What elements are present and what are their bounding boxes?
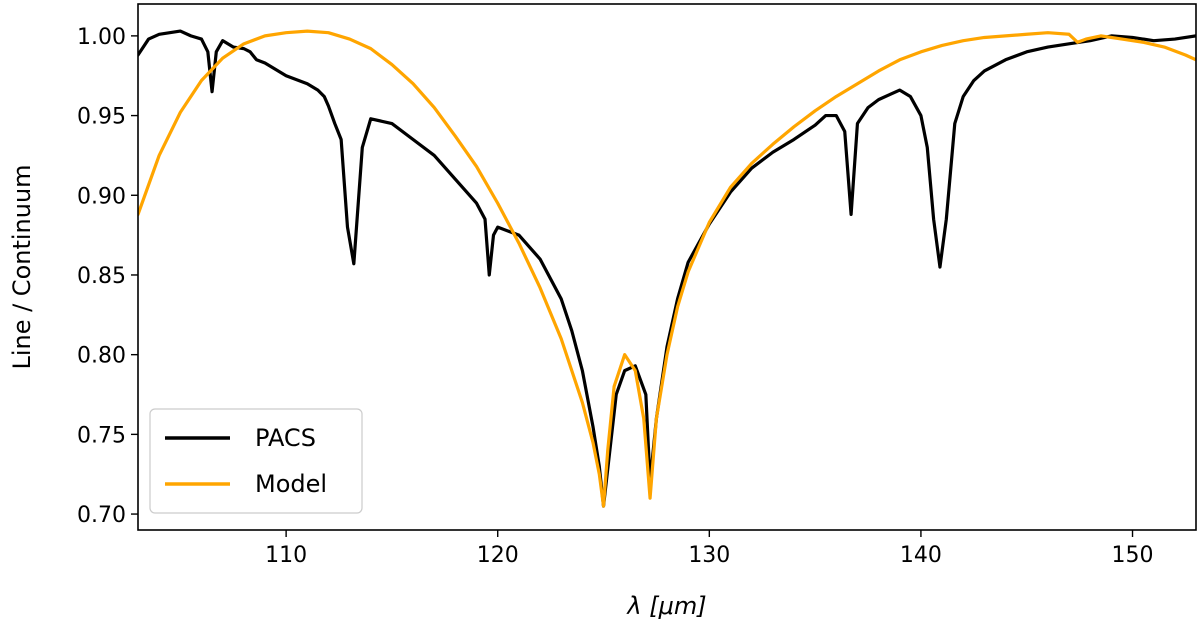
legend-box (149, 408, 363, 514)
plot-lines (138, 29, 1196, 508)
y-tick-label: 0.80 (77, 344, 126, 369)
y-axis-label: Line / Continuum (8, 164, 36, 369)
legend-label-pacs: PACS (255, 424, 316, 452)
series-line-pacs (138, 29, 1196, 508)
x-tick-label: 140 (900, 543, 942, 568)
y-axis: 0.70 0.75 0.80 0.85 0.90 0.95 1.00 (77, 25, 138, 528)
y-tick-label: 0.90 (77, 184, 126, 209)
legend-label-model: Model (255, 470, 327, 498)
y-tick-label: 0.85 (77, 264, 126, 289)
x-tick-label: 130 (688, 543, 730, 568)
y-tick-label: 1.00 (77, 25, 126, 50)
x-tick-label: 150 (1112, 543, 1154, 568)
legend: PACS Model (149, 408, 363, 514)
y-tick-label: 0.75 (77, 423, 126, 448)
x-axis-label: λ [μm] (625, 592, 706, 620)
plot-frame (137, 3, 1197, 531)
x-tick-label: 120 (477, 543, 519, 568)
x-axis: 110 120 130 140 150 (265, 530, 1154, 568)
y-tick-label: 0.95 (77, 105, 126, 130)
x-tick-label: 110 (265, 543, 307, 568)
series-line-model (138, 29, 1196, 508)
y-tick-label: 0.70 (77, 503, 126, 528)
